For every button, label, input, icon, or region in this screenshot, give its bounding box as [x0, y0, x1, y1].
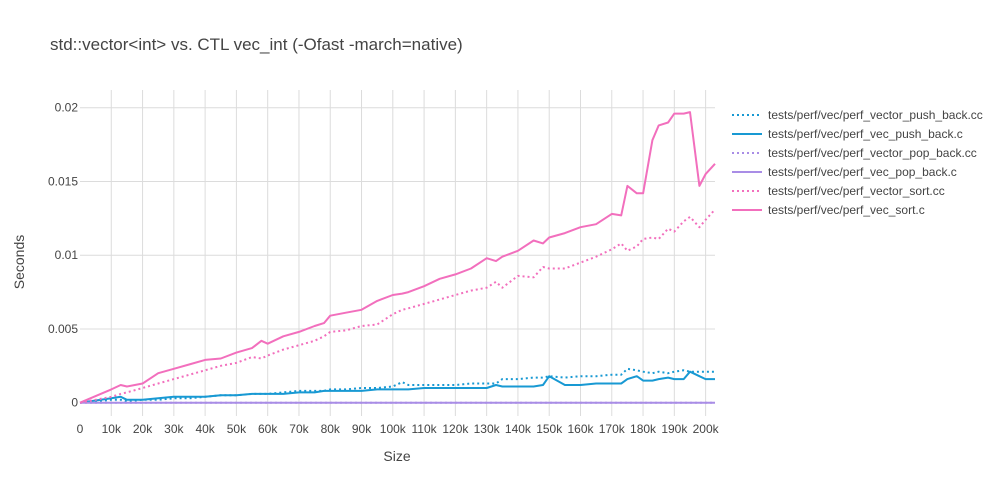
x-tick-label: 70k [289, 422, 309, 436]
legend-label: tests/perf/vec/perf_vector_pop_back.cc [768, 146, 977, 160]
x-tick-label: 50k [227, 422, 247, 436]
x-tick-label: 10k [102, 422, 122, 436]
x-tick-label: 90k [352, 422, 372, 436]
x-tick-label: 20k [133, 422, 153, 436]
legend-label: tests/perf/vec/perf_vec_push_back.c [768, 127, 963, 141]
chart-title: std::vector<int> vs. CTL vec_int (-Ofast… [50, 35, 463, 54]
x-tick-label: 160k [567, 422, 594, 436]
legend-label: tests/perf/vec/perf_vector_sort.cc [768, 184, 945, 198]
series-layer [79, 111, 716, 404]
x-tick-label: 170k [599, 422, 626, 436]
x-tick-label: 180k [630, 422, 657, 436]
x-tick-label: 60k [258, 422, 278, 436]
legend-item[interactable]: tests/perf/vec/perf_vector_push_back.cc [732, 108, 983, 122]
legend-item[interactable]: tests/perf/vec/perf_vec_push_back.c [732, 127, 963, 141]
y-gridlines [80, 107, 715, 330]
legend-label: tests/perf/vec/perf_vec_sort.c [768, 203, 925, 217]
legend-item[interactable]: tests/perf/vec/perf_vector_pop_back.cc [732, 146, 977, 160]
legend: tests/perf/vec/perf_vector_push_back.cct… [732, 108, 983, 217]
y-tick-label: 0.005 [48, 322, 78, 336]
series-line-4 [79, 208, 716, 404]
x-tick-labels: 0 10k 20k 30k 40k 50k 60k 70k 80k 90k 100k 110k 120k… [77, 422, 720, 436]
y-tick-label: 0.02 [55, 101, 79, 115]
series-line-1 [79, 370, 715, 404]
x-tick-label: 40k [195, 422, 215, 436]
y-tick-labels: 0 0.005 0.01 0.015 0.02 [48, 101, 78, 410]
x-tick-label: 190k [661, 422, 688, 436]
y-axis-title: Seconds [11, 235, 27, 289]
y-tick-label: 0.015 [48, 174, 78, 188]
legend-item[interactable]: tests/perf/vec/perf_vec_sort.c [732, 203, 925, 217]
x-tick-label: 140k [505, 422, 532, 436]
x-tick-label: 80k [321, 422, 341, 436]
x-tick-label: 200k [693, 422, 720, 436]
x-tick-label: 150k [536, 422, 563, 436]
x-tick-label: 100k [380, 422, 407, 436]
legend-item[interactable]: tests/perf/vec/perf_vector_sort.cc [732, 184, 945, 198]
legend-label: tests/perf/vec/perf_vec_pop_back.c [768, 165, 957, 179]
x-tick-label: 0 [77, 422, 84, 436]
series-line-5 [79, 111, 716, 404]
x-axis-title: Size [383, 448, 410, 464]
legend-label: tests/perf/vec/perf_vector_push_back.cc [768, 108, 983, 122]
legend-item[interactable]: tests/perf/vec/perf_vec_pop_back.c [732, 165, 957, 179]
x-tick-label: 30k [164, 422, 184, 436]
x-tick-label: 120k [442, 422, 469, 436]
x-tick-label: 130k [474, 422, 501, 436]
x-gridlines [110, 90, 707, 416]
y-tick-label: 0 [71, 396, 78, 410]
x-tick-label: 110k [412, 422, 438, 436]
y-tick-label: 0.01 [55, 248, 79, 262]
